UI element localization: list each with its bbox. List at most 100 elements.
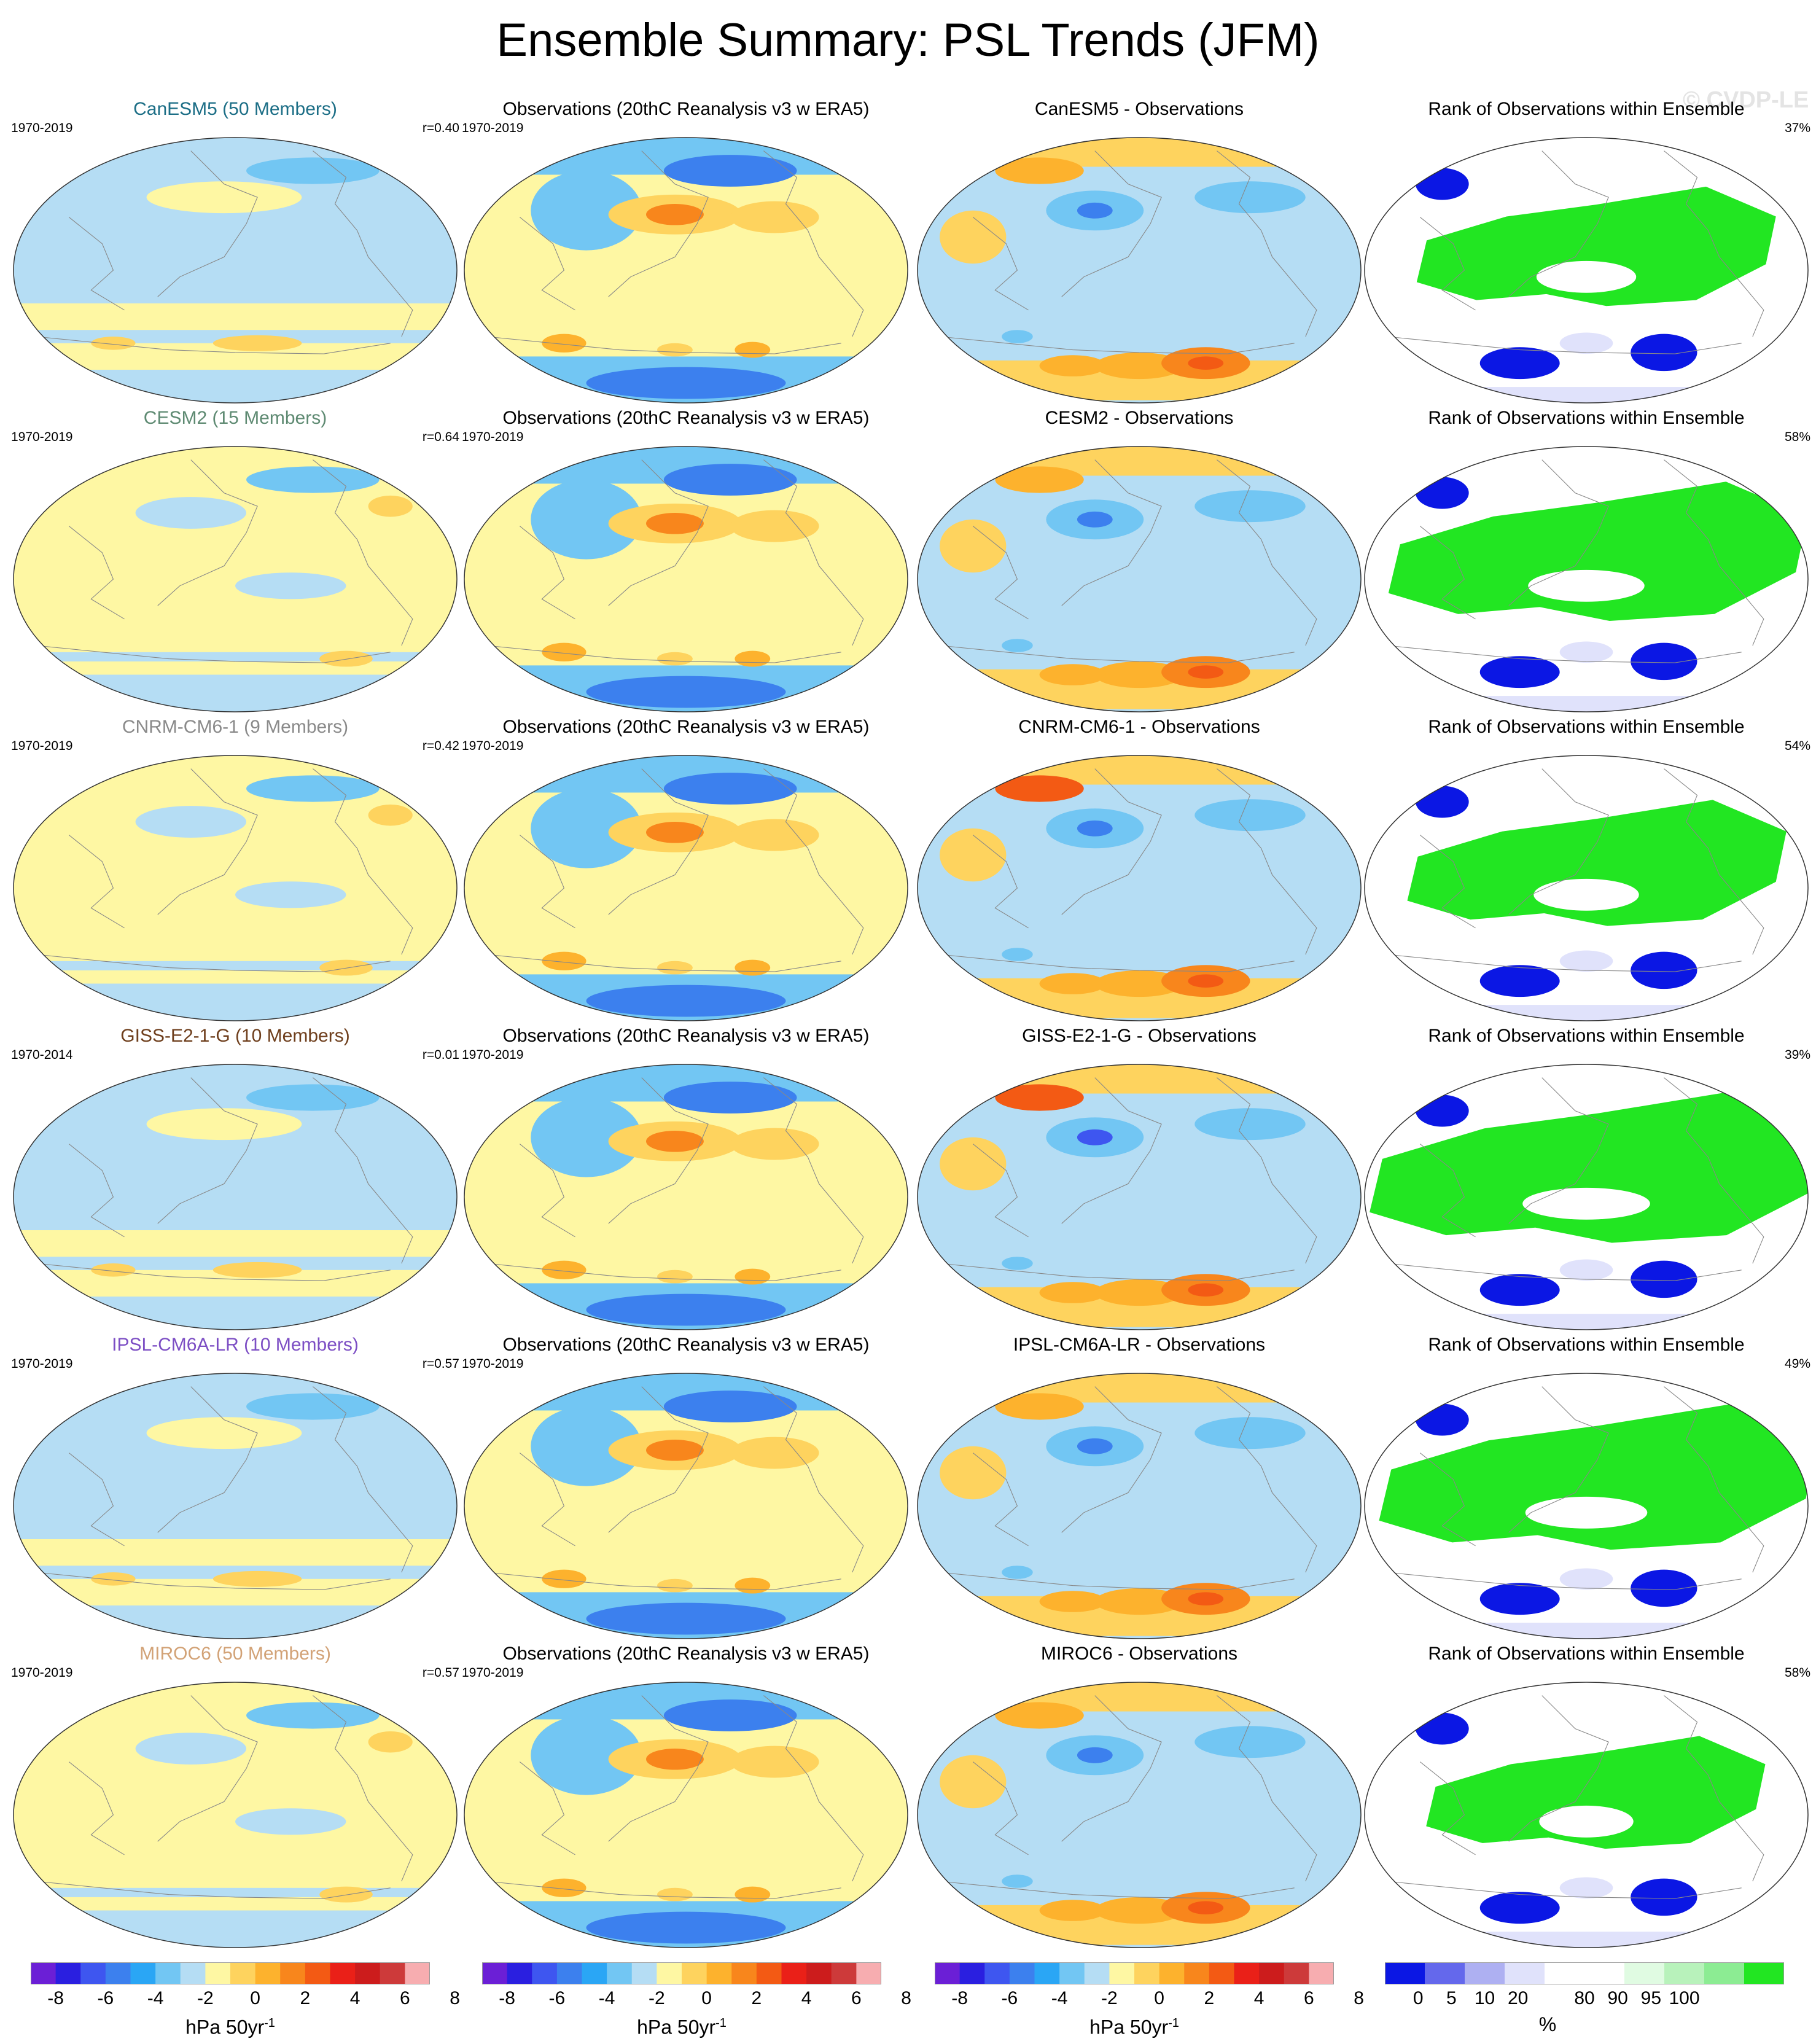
units-exponent: -1 — [1168, 2016, 1179, 2030]
diff-panel: IPSL-CM6A-LR - Observations — [915, 1334, 1363, 1641]
rank-map — [1362, 1680, 1810, 1950]
units-exponent: -1 — [715, 2016, 727, 2030]
map-background — [14, 1682, 457, 1948]
model-panel-title: GISS-E2-1-G (10 Members) — [120, 1026, 350, 1046]
obs-panel-title: Observations (20thC Reanalysis v3 w ERA5… — [502, 717, 870, 737]
coastline — [1419, 526, 1476, 620]
negative-trend-area — [1077, 1747, 1113, 1763]
colorbar-tick-label: -6 — [548, 1988, 566, 2008]
coastline — [313, 1386, 413, 1573]
rank-low-area — [1479, 965, 1560, 997]
obs-panel-title: Observations (20thC Reanalysis v3 w ERA5… — [502, 1026, 870, 1046]
coastline — [1419, 835, 1476, 929]
diff-panel: CESM2 - Observations — [915, 407, 1363, 714]
positive-trend-band — [14, 1230, 457, 1257]
rank-percent-label: 49% — [1784, 1357, 1810, 1371]
coastline — [36, 1881, 391, 1899]
colorbar-swatch — [1234, 1962, 1260, 1984]
positive-trend-area — [1188, 665, 1224, 679]
positive-trend-area — [735, 1268, 771, 1285]
diff-map — [915, 1062, 1363, 1332]
coastline — [68, 217, 125, 311]
coastline — [763, 1077, 864, 1264]
positive-trend-area — [940, 1446, 1007, 1500]
period-label: 1970-2019 — [11, 430, 73, 444]
positive-trend-area — [146, 1108, 302, 1141]
pattern-correlation-label: r=0.42 — [422, 739, 459, 753]
negative-trend-area — [1002, 1874, 1033, 1888]
colorbar-frame — [31, 1962, 430, 1984]
coastline-layer — [1387, 1386, 1764, 1590]
coastline — [1217, 1695, 1317, 1882]
colorbar-swatch — [631, 1962, 657, 1984]
coastline — [1387, 336, 1742, 354]
colorbar: -8 -6 -4 -2 0 2 4 6 8 hPa 50yr-1 — [31, 1962, 460, 2038]
colorbar-tick-label: 6 — [1304, 1988, 1314, 2008]
negative-trend-area — [663, 773, 797, 805]
pattern-correlation-label: r=0.64 — [422, 430, 459, 444]
coastline — [763, 768, 864, 955]
rank-map — [1362, 135, 1810, 405]
rank-panel: Rank of Observations within Ensemble 39% — [1362, 1025, 1810, 1332]
positive-trend-area — [735, 959, 771, 976]
colorbar-units-label: hPa 50yr-1 — [6, 2011, 454, 2039]
colorbar-tick-label: 0 — [1154, 1988, 1164, 2008]
rank-mid-area — [1522, 1187, 1650, 1220]
negative-trend-band — [14, 961, 457, 970]
coastline — [1217, 459, 1317, 646]
obs-panel-title: Observations (20thC Reanalysis v3 w ERA5… — [502, 99, 870, 119]
model-panel-title: CNRM-CM6-1 (9 Members) — [122, 717, 349, 737]
obs-map — [462, 1680, 910, 1950]
coastline — [313, 768, 413, 955]
colorbar-tick-label: -4 — [598, 1988, 615, 2008]
period-label: 1970-2019 — [11, 1357, 73, 1371]
model-panel-title: CanESM5 (50 Members) — [133, 99, 337, 119]
coastline — [1508, 1077, 1609, 1224]
negative-trend-area — [531, 1098, 642, 1177]
colorbar-swatch — [1084, 1962, 1110, 1984]
positive-trend-area — [1039, 1282, 1106, 1303]
map-outline — [1364, 1682, 1809, 1948]
units-text: hPa 50yr — [185, 2016, 265, 2038]
colorbar-swatch — [657, 1962, 682, 1984]
colorbar-swatch — [556, 1962, 583, 1984]
positive-trend-band — [918, 138, 1361, 167]
colorbar-swatch — [1309, 1962, 1334, 1984]
colorbar-frame — [1385, 1962, 1784, 1984]
map-outline — [13, 1373, 458, 1639]
positive-trend-area — [1094, 1897, 1184, 1924]
obs-panel: Observations (20thC Reanalysis v3 w ERA5… — [462, 1334, 910, 1641]
positive-trend-area — [657, 1578, 693, 1593]
colorbar: -8 -6 -4 -2 0 2 4 6 8 hPa 50yr-1 — [482, 1962, 911, 2038]
negative-trend-area — [1194, 799, 1306, 832]
negative-trend-area — [135, 497, 247, 529]
colorbar-swatch — [507, 1962, 532, 1984]
rank-low-area — [1559, 332, 1613, 354]
coastline — [486, 1572, 841, 1590]
coastline-layer — [36, 768, 413, 972]
model-panel: CNRM-CM6-1 (9 Members) 1970-2019 r=0.42 — [11, 716, 459, 1023]
negative-trend-area — [586, 676, 786, 708]
colorbar-swatch — [607, 1962, 633, 1984]
colorbar-swatch — [532, 1962, 558, 1984]
positive-trend-area — [319, 959, 373, 976]
negative-trend-band — [14, 1910, 457, 1948]
negative-trend-area — [235, 572, 346, 599]
map-outline — [917, 1373, 1362, 1639]
coastline-layer — [1387, 1077, 1764, 1281]
colorbar-swatch — [1259, 1962, 1285, 1984]
colorbar-units-label: hPa 50yr-1 — [910, 2011, 1358, 2039]
coastline-layer — [486, 150, 864, 354]
coastline — [1664, 1077, 1764, 1264]
rank-map — [1362, 444, 1810, 714]
colorbar-frame — [482, 1962, 881, 1984]
map-outline — [13, 137, 458, 404]
coastline — [1217, 768, 1317, 955]
positive-trend-area — [940, 828, 1007, 882]
coastline — [36, 645, 391, 663]
coastline — [940, 336, 1295, 354]
period-label: 1970-2019 — [462, 430, 524, 444]
coastline — [1387, 1572, 1742, 1590]
negative-trend-band — [14, 983, 457, 1021]
rank-low-band — [1365, 1314, 1808, 1330]
